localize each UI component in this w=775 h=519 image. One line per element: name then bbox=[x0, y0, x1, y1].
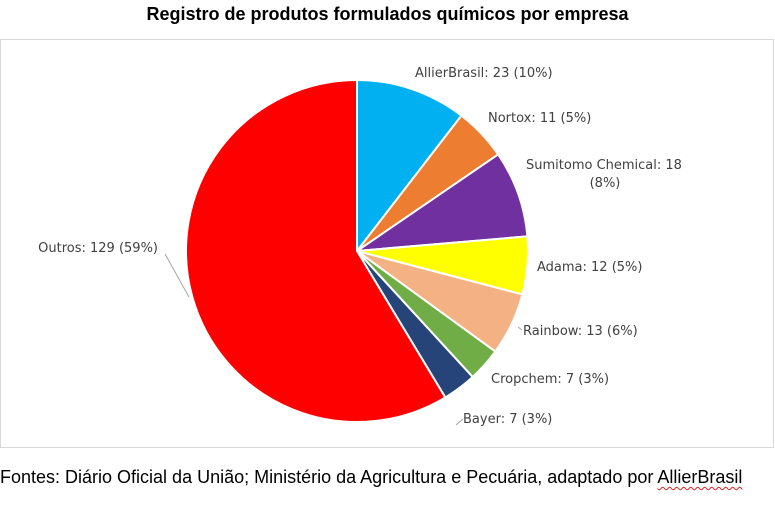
pie-slice-outros bbox=[185, 79, 447, 423]
chart-title: Registro de produtos formulados químicos… bbox=[146, 4, 629, 24]
source-text: Fontes: Diário Oficial da União; Ministé… bbox=[0, 467, 658, 487]
source-note: Fontes: Diário Oficial da União; Ministé… bbox=[0, 466, 775, 488]
pie-chart: AllierBrasil: 23 (10%) Nortox: 11 (5%) Sum… bbox=[38, 66, 682, 427]
slice-labels: AllierBrasil: 23 (10%) Nortox: 11 (5%) Sum… bbox=[38, 66, 682, 427]
chart-area: AllierBrasil: 23 (10%) Nortox: 11 (5%) Sum… bbox=[0, 39, 774, 448]
slice-label-outros: Outros: 129 (59%) bbox=[38, 241, 158, 256]
leader-line bbox=[517, 326, 523, 331]
leader-line bbox=[455, 418, 464, 426]
pie-slice-sumitomo-chemical bbox=[356, 153, 529, 252]
slice-label-bayer: Bayer: 7 (3%) bbox=[463, 412, 552, 427]
slice-label-nortox: Nortox: 11 (5%) bbox=[488, 111, 591, 126]
leader-line bbox=[164, 253, 190, 298]
slice-label-adama: Adama: 12 (5%) bbox=[537, 260, 642, 275]
pie-slice-allierbrasil bbox=[356, 79, 463, 252]
slice-label-cropchem: Cropchem: 7 (3%) bbox=[491, 372, 609, 387]
slice-label-allierbrasil: AllierBrasil: 23 (10%) bbox=[415, 66, 553, 81]
pie-slices bbox=[185, 79, 529, 423]
leader-lines bbox=[164, 253, 523, 426]
source-highlight: AllierBrasil bbox=[657, 467, 743, 487]
slice-label-rainbow: Rainbow: 13 (6%) bbox=[523, 324, 638, 339]
slice-label-sumitomo-chemical: Sumitomo Chemical: 18 (8%) bbox=[526, 158, 682, 191]
